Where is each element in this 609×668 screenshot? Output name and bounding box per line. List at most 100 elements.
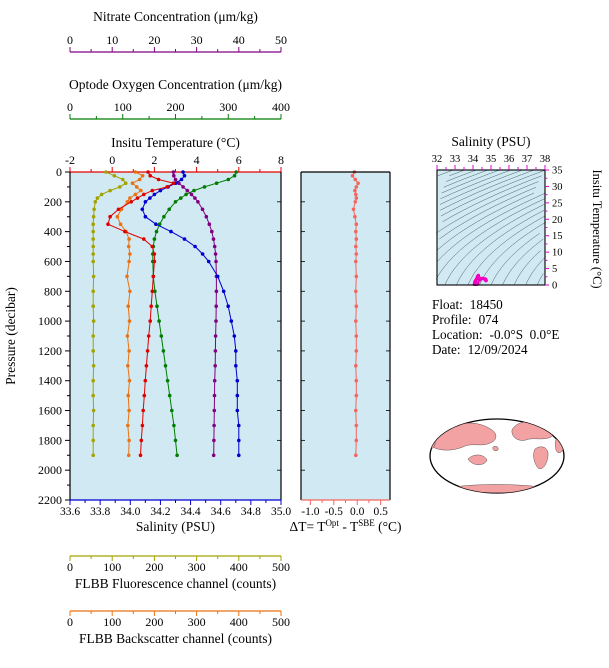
svg-text:33.8: 33.8 — [90, 506, 110, 518]
svg-text:20: 20 — [552, 215, 563, 226]
location-line: Location: -0.0°S 0.0°E — [432, 327, 559, 342]
ts-temperature-axis-title: Insitu Temperature (°C) — [590, 169, 604, 288]
svg-text:0: 0 — [56, 165, 62, 179]
ts-density-contours — [436, 169, 546, 286]
svg-text:5: 5 — [552, 264, 557, 275]
svg-text:34.6: 34.6 — [211, 506, 231, 518]
svg-text:200: 200 — [145, 615, 163, 629]
svg-text:25: 25 — [552, 198, 563, 209]
svg-text:1600: 1600 — [38, 404, 62, 418]
salinity-axis: 33.6 33.8 34.0 34.2 34.4 34.6 34.8 35.0 — [60, 499, 291, 518]
svg-text:10: 10 — [106, 33, 118, 47]
svg-text:35: 35 — [552, 166, 563, 177]
svg-text:4: 4 — [194, 153, 200, 167]
fluorescence-axis-title: FLBB Fluorescence channel (counts) — [75, 576, 276, 591]
svg-text:600: 600 — [44, 254, 62, 268]
svg-text:30: 30 — [552, 182, 563, 193]
svg-text:1800: 1800 — [38, 433, 62, 447]
svg-text:100: 100 — [103, 560, 121, 574]
svg-text:-1.0: -1.0 — [301, 506, 319, 518]
svg-text:200: 200 — [44, 195, 62, 209]
fluorescence-axis: 0 100 200 300 400 500 — [67, 555, 290, 574]
svg-text:35: 35 — [486, 154, 497, 165]
nitrate-axis-title: Nitrate Concentration (μm/kg) — [93, 9, 258, 24]
svg-text:200: 200 — [145, 560, 163, 574]
svg-text:20: 20 — [148, 33, 160, 47]
svg-text:34.2: 34.2 — [150, 506, 170, 518]
pressure-axis: 0 200 400 600 800 1000 1200 1400 1600 1800 2000 220… — [38, 165, 70, 507]
svg-text:1000: 1000 — [38, 314, 62, 328]
nitrate-axis: 0 10 20 30 40 50 — [67, 33, 287, 53]
svg-text:0: 0 — [109, 153, 115, 167]
series-fluorescence — [91, 170, 128, 458]
ts-salinity-axis-title: Salinity (PSU) — [451, 134, 530, 149]
svg-text:34.8: 34.8 — [241, 506, 261, 518]
svg-text:0.0: 0.0 — [350, 506, 365, 518]
svg-text:1400: 1400 — [38, 374, 62, 388]
svg-text:0: 0 — [67, 100, 73, 114]
world-map — [429, 418, 565, 494]
svg-text:100: 100 — [114, 100, 132, 114]
svg-text:500: 500 — [272, 615, 290, 629]
svg-text:400: 400 — [230, 560, 248, 574]
svg-text:0: 0 — [67, 560, 73, 574]
profile-curves — [91, 170, 241, 458]
backscatter-axis: 0 100 200 300 400 500 — [67, 610, 290, 629]
svg-text:37: 37 — [522, 154, 533, 165]
delta-t-plot-frame — [300, 171, 391, 500]
oxygen-axis-title: Optode Oxygen Concentration (μm/kg) — [69, 77, 282, 92]
svg-text:0: 0 — [552, 281, 557, 292]
profile-plot-area — [70, 172, 281, 500]
svg-text:36: 36 — [504, 154, 515, 165]
backscatter-axis-title: FLBB Backscatter channel (counts) — [79, 631, 272, 646]
svg-text:8: 8 — [278, 153, 284, 167]
svg-text:34: 34 — [468, 154, 479, 165]
delta-t-axis-title: ΔT= TOpt - TSBE (°C) — [290, 518, 402, 534]
svg-text:2200: 2200 — [38, 493, 62, 507]
ts-scatter — [472, 273, 488, 286]
svg-text:34.4: 34.4 — [181, 506, 201, 518]
svg-text:300: 300 — [188, 615, 206, 629]
svg-text:0: 0 — [67, 615, 73, 629]
svg-text:6: 6 — [236, 153, 242, 167]
svg-text:35.0: 35.0 — [271, 506, 291, 518]
temperature-axis: -2 0 2 4 6 8 — [65, 153, 284, 173]
svg-text:-2: -2 — [65, 153, 75, 167]
svg-text:1200: 1200 — [38, 344, 62, 358]
svg-text:33: 33 — [450, 154, 461, 165]
svg-text:2000: 2000 — [38, 463, 62, 477]
series-temperature — [106, 170, 176, 458]
svg-text:32: 32 — [432, 154, 443, 165]
svg-text:30: 30 — [191, 33, 203, 47]
ts-temperature-axis: 0 5 10 15 20 25 30 35 — [545, 166, 563, 292]
svg-text:10: 10 — [552, 248, 563, 259]
oxygen-axis: 0 100 200 300 400 — [67, 100, 290, 120]
salinity-axis-title: Salinity (PSU) — [136, 519, 215, 534]
series-nitrate — [171, 170, 219, 458]
series-salinity — [140, 170, 241, 458]
svg-text:40: 40 — [233, 33, 245, 47]
delta-t-axis: -1.0 -0.5 0.0 0.5 — [301, 499, 390, 518]
svg-text:38: 38 — [540, 154, 551, 165]
svg-text:400: 400 — [230, 615, 248, 629]
svg-text:-0.5: -0.5 — [325, 506, 343, 518]
temperature-axis-title: Insitu Temperature (°C) — [111, 135, 240, 150]
svg-text:200: 200 — [167, 100, 185, 114]
svg-text:2: 2 — [151, 153, 157, 167]
svg-text:34.0: 34.0 — [120, 506, 140, 518]
svg-text:400: 400 — [272, 100, 290, 114]
svg-text:0: 0 — [67, 33, 73, 47]
delta-t-plot-area — [301, 172, 390, 500]
svg-text:50: 50 — [275, 33, 287, 47]
svg-text:300: 300 — [219, 100, 237, 114]
svg-text:800: 800 — [44, 284, 62, 298]
ts-salinity-axis: 32 33 34 35 36 37 38 — [432, 154, 551, 170]
date-line: Date: 12/09/2024 — [432, 342, 528, 357]
svg-text:300: 300 — [188, 560, 206, 574]
svg-text:400: 400 — [44, 225, 62, 239]
float-info-block: Float: 18450 Profile: 074 Location: -0.0°S … — [432, 297, 559, 357]
svg-text:500: 500 — [272, 560, 290, 574]
svg-text:33.6: 33.6 — [60, 506, 80, 518]
svg-text:0.5: 0.5 — [373, 506, 388, 518]
